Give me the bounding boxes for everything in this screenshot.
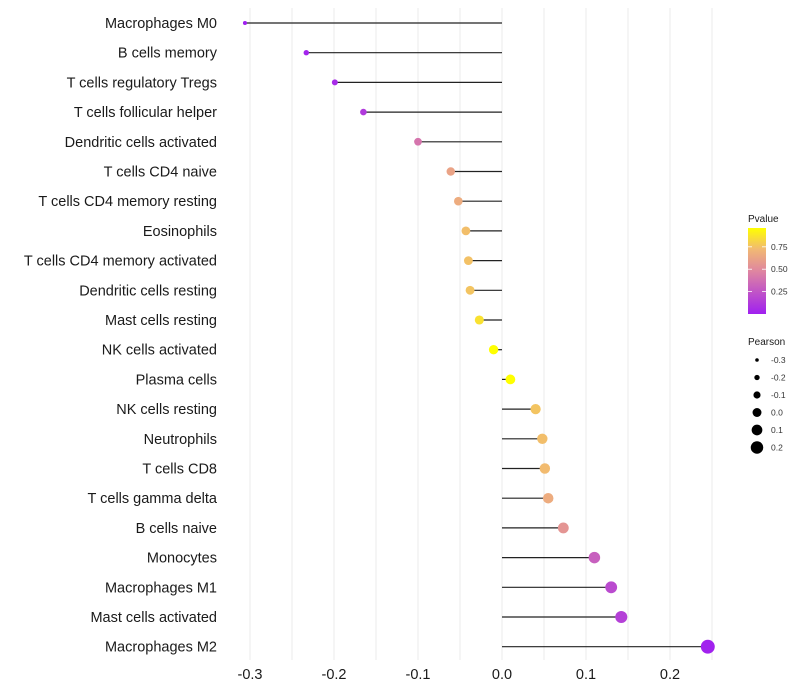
pearson-legend: Pearson -0.3 -0.2 -0.1 0.0 0.1 0.2 xyxy=(748,337,786,454)
lollipop-point xyxy=(605,581,618,594)
size-legend-dot xyxy=(752,408,762,417)
y-tick-label: B cells naive xyxy=(136,521,217,537)
lollipop-point xyxy=(588,551,601,564)
pvalue-legend-title: Pvalue xyxy=(748,214,779,225)
y-axis-labels: Macrophages M0 B cells memory T cells regu… xyxy=(24,16,218,656)
size-legend-label: -0.1 xyxy=(771,390,786,400)
pvalue-colorbar xyxy=(748,228,766,314)
lollipop-point xyxy=(539,463,551,474)
lollipop-point xyxy=(505,374,516,385)
y-tick-label: Eosinophils xyxy=(143,224,217,240)
y-tick-label: T cells gamma delta xyxy=(88,491,218,507)
lollipop-point xyxy=(446,167,455,176)
size-legend-dot xyxy=(754,374,760,381)
x-tick-label: 0.2 xyxy=(660,667,680,683)
lollipop-point xyxy=(700,639,715,654)
y-tick-label: Plasma cells xyxy=(136,372,217,388)
lollipop-point xyxy=(454,196,463,206)
lollipop-point xyxy=(303,50,309,56)
y-tick-label: T cells regulatory Tregs xyxy=(67,75,217,91)
size-legend-dot xyxy=(751,424,763,436)
pvalue-legend: Pvalue 0.75 0.50 0.25 xyxy=(748,214,788,314)
x-tick-label: -0.1 xyxy=(406,667,431,683)
colorbar-tick-label: 0.25 xyxy=(771,287,788,297)
lollipop-point xyxy=(360,108,367,116)
pearson-legend-title: Pearson xyxy=(748,337,785,348)
lollipop-point xyxy=(331,79,338,86)
lollipop-point xyxy=(488,345,499,355)
lollipop-segments xyxy=(244,22,708,648)
size-legend-label: 0.2 xyxy=(771,443,783,453)
y-tick-label: NK cells activated xyxy=(102,343,217,359)
y-tick-label: Monocytes xyxy=(147,551,217,567)
lollipop-point xyxy=(463,256,473,266)
size-legend-dot xyxy=(755,358,759,362)
x-tick-label: -0.3 xyxy=(238,667,263,683)
y-tick-label: Neutrophils xyxy=(144,432,217,448)
y-tick-label: B cells memory xyxy=(118,46,218,62)
y-tick-label: Macrophages M2 xyxy=(105,640,217,656)
y-tick-label: Dendritic cells activated xyxy=(65,135,217,151)
lollipop-point xyxy=(557,522,569,534)
lollipop-point xyxy=(542,492,554,504)
lollipop-point xyxy=(414,137,422,146)
x-axis-ticks: -0.3 -0.2 -0.1 0.0 0.1 0.2 xyxy=(238,667,681,683)
y-tick-label: T cells CD4 memory resting xyxy=(38,194,217,210)
y-tick-label: T cells CD4 memory activated xyxy=(24,254,217,270)
lollipop-point xyxy=(465,285,475,295)
lollipop-point xyxy=(242,20,247,26)
size-legend-label: -0.2 xyxy=(771,373,786,383)
size-legend-dot xyxy=(753,391,761,399)
lollipop-point xyxy=(537,433,548,444)
grid-lines xyxy=(249,8,713,660)
lollipop-point xyxy=(474,315,484,325)
x-tick-label: 0.1 xyxy=(576,667,596,683)
y-tick-label: Macrophages M0 xyxy=(105,16,217,32)
y-tick-label: T cells follicular helper xyxy=(74,105,217,121)
y-tick-label: NK cells resting xyxy=(116,402,217,418)
y-tick-label: Macrophages M1 xyxy=(105,580,217,596)
lollipop-point xyxy=(615,610,628,624)
size-legend-label: 0.0 xyxy=(771,408,783,418)
y-tick-label: Mast cells activated xyxy=(90,610,217,626)
size-legend-label: 0.1 xyxy=(771,425,783,435)
y-tick-label: Mast cells resting xyxy=(105,313,217,329)
y-tick-label: T cells CD4 naive xyxy=(104,165,217,181)
colorbar-tick-label: 0.50 xyxy=(771,264,788,274)
lollipop-point xyxy=(530,403,541,415)
x-tick-label: -0.2 xyxy=(322,667,347,683)
size-legend-dot xyxy=(750,441,764,454)
x-tick-label: 0.0 xyxy=(492,667,512,683)
lollipop-points xyxy=(242,20,715,654)
y-tick-label: T cells CD8 xyxy=(142,462,217,478)
size-legend-label: -0.3 xyxy=(771,355,786,365)
lollipop-point xyxy=(461,226,471,236)
y-tick-label: Dendritic cells resting xyxy=(79,283,217,299)
colorbar-tick-label: 0.75 xyxy=(771,242,788,252)
